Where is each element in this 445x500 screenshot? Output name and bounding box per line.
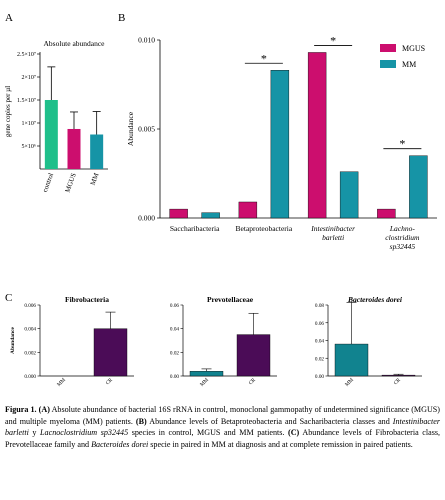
chart-a: Absolute abundance 5×10⁶ 1×10⁷ 1.5×10⁷ 2×10⁷… <box>4 39 108 194</box>
chart-b-ytick-label: 0.010 <box>138 36 155 45</box>
caption-b-italic2: Lacnoclostridium sp32445 <box>40 428 129 438</box>
chart-c1-ytick-label: 0.002 <box>24 350 36 356</box>
chart-c2-bar <box>236 334 271 377</box>
panel-letter-a: A <box>5 12 13 24</box>
caption-c-tag: (C) <box>288 428 300 438</box>
chart-b-bar <box>339 171 359 219</box>
chart-b: 0.000 0.005 0.010 Abundance Saccharibacteria… <box>126 33 437 251</box>
chart-b-category-label: Betaproteobacteria <box>236 224 293 233</box>
chart-c3-title: Bacteroides dorei <box>347 295 403 304</box>
chart-c1-ytick-label: 0.004 <box>24 327 36 333</box>
chart-b-ylabel: Abundance <box>126 111 135 146</box>
caption-label: Figura 1. <box>5 405 37 414</box>
chart-b-bar <box>169 208 188 219</box>
panel-letter-c: C <box>5 292 13 304</box>
chart-c1-ytick-label: 0.000 <box>24 374 36 380</box>
chart-c2-category-label: CR <box>248 377 258 387</box>
chart-a-ytick-label: 2.5×10⁷ <box>17 52 36 58</box>
caption-b-italic1: Intestinibacter barletti <box>5 416 440 438</box>
chart-c1-category-label: MM <box>56 377 67 388</box>
caption-a-text: Absolute abundance of bacterial 16S rRNA… <box>5 405 440 426</box>
chart-c3-ytick-label: 0.08 <box>315 303 324 309</box>
chart-c3-ytick-label: 0.00 <box>315 374 324 380</box>
chart-a-category-label: MM <box>89 171 101 186</box>
chart-b-bar <box>201 212 220 219</box>
chart-a-ytick-label: 5×10⁶ <box>22 144 36 150</box>
caption-b-text3: species in control, MGUS and MM patients… <box>131 428 285 438</box>
chart-c2-ytick-label: 0.06 <box>170 303 179 309</box>
chart-c3-ytick-label: 0.04 <box>315 339 324 345</box>
chart-c2-bar <box>189 371 224 377</box>
chart-b-category-label: sp32445 <box>390 242 416 251</box>
chart-a-title: Absolute abundance <box>43 39 105 48</box>
chart-a-ytick-label: 1.5×10⁷ <box>17 98 36 104</box>
chart-b-ytick-label: 0.005 <box>138 125 155 134</box>
chart-c3: Bacteroides dorei 0.00 0.02 0.04 0.06 0.08 MM C… <box>315 295 422 388</box>
chart-a-ytick-label: 2×10⁷ <box>22 75 36 81</box>
chart-b-bar <box>238 201 258 219</box>
chart-b-significance-star: * <box>330 33 336 47</box>
chart-b-category-label: clostridium <box>385 233 420 242</box>
chart-c2-ytick-label: 0.00 <box>170 374 179 380</box>
caption-a-tag: (A) <box>38 405 50 414</box>
caption-c-text2: specie in paired in MM at diagnosis and … <box>150 439 413 449</box>
chart-b-category-label: Saccharibacteria <box>170 224 220 233</box>
chart-c1-title: Fibrobacteria <box>65 295 109 304</box>
chart-b-significance-star: * <box>261 51 267 65</box>
chart-a-ytick-label: 1×10⁷ <box>22 121 36 127</box>
chart-c1-category-label: CR <box>105 377 115 387</box>
caption-c-text1: Abundance levels of Fibrobacteria class,… <box>5 428 441 449</box>
chart-b-bar <box>409 155 428 219</box>
chart-a-bar <box>67 128 81 169</box>
caption-b-tag: (B) <box>135 416 147 426</box>
chart-b-legend-label: MGUS <box>402 44 425 53</box>
chart-b-legend-label: MM <box>402 60 416 69</box>
chart-a-category-label: control <box>41 172 55 193</box>
chart-b-category-label: Lachno- <box>389 224 416 233</box>
chart-c3-category-label: MM <box>344 377 355 388</box>
chart-b-legend-swatch <box>380 44 396 52</box>
chart-c3-ytick-label: 0.02 <box>315 356 324 362</box>
caption-c-italic: Bacteroides dorei <box>91 439 149 449</box>
chart-c3-bar <box>381 374 416 377</box>
chart-b-category-label: Intestinibacter <box>310 224 355 233</box>
chart-c1-ytick-label: 0.006 <box>24 303 36 309</box>
chart-c1: Fibrobacteria 0.000 0.002 0.004 0.006 Abundan… <box>10 295 134 388</box>
chart-c3-ytick-label: 0.06 <box>315 321 324 327</box>
chart-b-category-label: barletti <box>322 233 344 242</box>
chart-c3-bar <box>334 343 369 377</box>
chart-c2-title: Prevotellaceae <box>207 295 254 304</box>
panel-letter-b: B <box>118 12 126 24</box>
chart-b-bar <box>377 208 396 219</box>
chart-a-bar <box>90 134 104 169</box>
chart-c2-category-label: MM <box>199 377 210 388</box>
chart-a-bar <box>44 100 58 169</box>
caption-b-text1: Abundance levels of Betaproteobacteria a… <box>149 416 390 426</box>
caption-b-text2: y <box>32 428 37 438</box>
chart-c1-bar <box>93 328 128 377</box>
chart-c2-ytick-label: 0.02 <box>170 350 179 356</box>
chart-b-significance-star: * <box>399 137 405 151</box>
chart-a-category-label: MGUS <box>63 172 77 194</box>
chart-c2: Prevotellaceae 0.00 0.02 0.04 0.06 MM CR <box>170 295 277 388</box>
chart-b-legend-swatch <box>380 60 396 68</box>
chart-b-bar <box>270 70 290 219</box>
chart-c2-ytick-label: 0.04 <box>170 327 179 333</box>
chart-c1-ylabel: Abundance <box>10 326 16 353</box>
chart-a-ylabel: gene copies per µl <box>4 86 12 137</box>
figure-caption: Figura 1. (A) Absolute abundance of bact… <box>5 404 440 450</box>
chart-b-ytick-label: 0.000 <box>138 214 155 223</box>
chart-c3-category-label: CR <box>393 377 403 387</box>
chart-b-bar <box>307 52 327 219</box>
